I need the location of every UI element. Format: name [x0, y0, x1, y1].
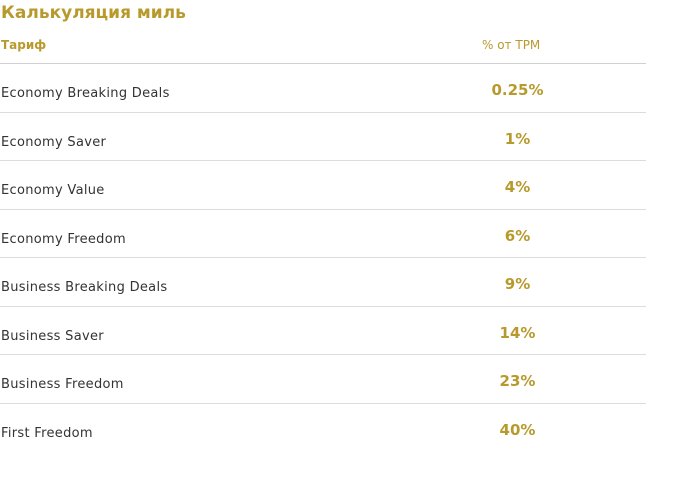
table-row: Economy Freedom 6% — [0, 210, 646, 258]
tariff-name: Business Freedom — [1, 377, 124, 392]
tariff-percent: 0.25% — [491, 81, 544, 99]
tariff-name: Economy Value — [1, 183, 105, 198]
tariff-name: Economy Saver — [1, 134, 107, 150]
table-row: Business Saver 14% — [0, 307, 646, 355]
tariff-name: Economy Freedom — [1, 231, 126, 247]
tariff-percent: 6% — [504, 226, 531, 245]
table-row: Economy Saver 1% — [0, 113, 646, 161]
table-row: Business Freedom 23% — [0, 355, 646, 404]
tariff-name: First Freedom — [1, 425, 93, 441]
tariff-percent: 4% — [504, 178, 531, 196]
column-header-percent: % от TPM — [482, 38, 541, 52]
column-header-tariff: Тариф — [1, 38, 47, 52]
tariff-percent: 9% — [504, 275, 531, 293]
tariff-name: Economy Breaking Deals — [1, 86, 170, 101]
table-row: First Freedom 40% — [0, 404, 646, 453]
tariff-name: Business Saver — [1, 328, 104, 344]
tariff-percent: 40% — [499, 420, 536, 439]
tariff-percent: 14% — [499, 323, 536, 342]
table-row: Business Breaking Deals 9% — [0, 258, 646, 307]
table-row: Economy Breaking Deals 0.25% — [0, 64, 646, 113]
table-row: Economy Value 4% — [0, 161, 646, 210]
tariff-name: Business Breaking Deals — [1, 280, 168, 295]
miles-table: Тариф % от TPM Economy Breaking Deals 0.… — [0, 30, 646, 452]
tariff-percent: 23% — [499, 372, 536, 390]
tariff-percent: 1% — [504, 129, 531, 148]
table-header: Тариф % от TPM — [0, 30, 646, 64]
page-title: Калькуляция миль — [1, 3, 186, 23]
